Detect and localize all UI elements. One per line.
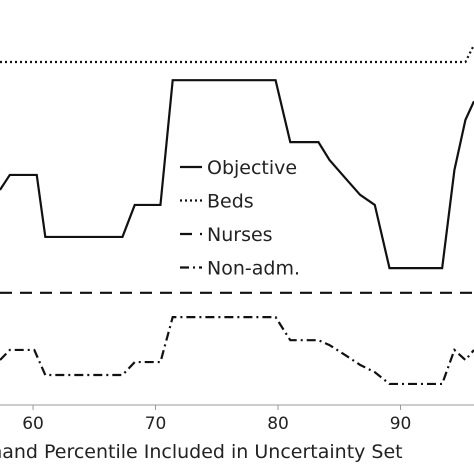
legend-label: Beds	[207, 191, 254, 213]
series-line	[0, 79, 474, 270]
legend-label: Objective	[207, 157, 297, 179]
series-line	[0, 316, 474, 386]
legend-label: Nurses	[207, 224, 273, 246]
legend-label: Non-adm.	[207, 258, 300, 280]
x-axis-label: Demand Percentile Included in Uncertaint…	[0, 441, 403, 463]
x-tick-label: 80	[267, 414, 289, 434]
x-tick-label: 70	[145, 414, 167, 434]
x-tick-label: 60	[22, 414, 44, 434]
series-line	[0, 44, 474, 64]
x-tick-label: 90	[390, 414, 412, 434]
